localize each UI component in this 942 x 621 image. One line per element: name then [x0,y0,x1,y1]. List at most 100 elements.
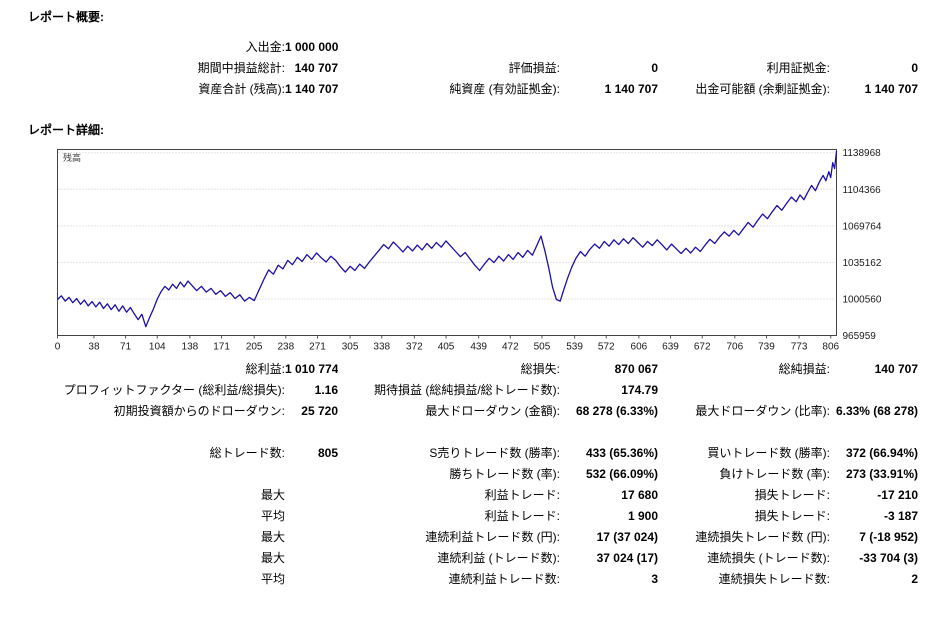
stat-label: 最大ドローダウン (比率): [695,404,830,418]
balance-chart-canvas: 965959 1000560 1035162 1069764 1104366 113896… [55,148,882,353]
x-tick-label: 606 [631,342,648,353]
summary-value: 140 707 [294,60,338,75]
summary-label: 評価損益: [508,61,560,75]
balance-chart: 残高 965959 1000560 1035162 1069764 1104366 113… [55,148,902,353]
summary-label: 入出金: [245,40,285,54]
x-tick-label: 739 [758,342,775,353]
summary-section-title: レポート概要: [28,10,104,24]
stat-value [285,568,338,589]
stat-label: 利益トレード: [484,488,560,502]
stat-label: 損失トレード: [754,509,830,523]
stat-label: 最大ドローダウン (金額): [425,404,560,418]
stat-value: 7 (-18 952) [859,529,918,544]
stat-value: 174.79 [621,382,658,397]
balance-line [57,150,838,328]
summary-value [560,36,658,57]
stat-value: 6.33% (68 278) [835,403,918,418]
stat-label: 最大 [260,551,285,565]
x-tick-label: 104 [149,342,166,353]
x-tick-label: 773 [791,342,808,353]
stat-value: 2 [911,571,918,586]
stat-label: 初期投資額からのドローダウン: [113,404,285,418]
stat-value [560,421,658,442]
stat-label: 最大 [260,488,285,502]
stat-label [658,421,830,442]
summary-label [338,36,560,57]
summary-value: 1 140 707 [285,81,338,96]
x-tick-label: 472 [502,342,519,353]
stats-row: 初期投資額からのドローダウン: 25 720 最大ドローダウン (金額): 68… [28,400,918,421]
stats-row: 平均 連続利益トレード数: 3 連続損失トレード数: 2 [28,568,918,589]
summary-label: 出金可能額 (余剰証拠金): [695,82,830,96]
stat-label: 連続損失トレード数: [718,572,830,586]
stat-value [285,463,338,484]
summary-label: 期間中損益総計: [197,61,285,75]
stats-row: 勝ちトレード数 (率): 532 (66.09%) 負けトレード数 (率): 2… [28,463,918,484]
stat-value [830,379,918,400]
stat-label: 総トレード数: [209,446,285,460]
x-tick-label: 38 [88,342,100,353]
y-tick-label: 1138968 [843,148,882,159]
x-tick-label: 639 [662,342,679,353]
stat-value: 37 024 (17) [596,550,658,565]
x-tick-label: 338 [373,342,390,353]
stat-label: S売りトレード数 (勝率): [429,446,560,460]
x-tick-label: 806 [822,342,839,353]
stat-value: 870 067 [614,361,658,376]
stat-value: 68 278 (6.33%) [575,403,658,418]
stat-label: 連続利益 (トレード数): [437,551,560,565]
x-tick-label: 539 [566,342,583,353]
stat-value: 140 707 [874,361,918,376]
summary-label: 利用証拠金: [766,61,830,75]
y-tick-label: 1035162 [843,258,882,269]
detail-section-title: レポート詳細: [28,123,104,137]
stat-label: 総利益: [245,362,285,376]
stat-label: 連続損失トレード数 (円): [695,530,830,544]
stats-row: 平均 利益トレード: 1 900 損失トレード: -3 187 [28,505,918,526]
stat-label: 利益トレード: [484,509,560,523]
stat-label: 連続利益トレード数 (円): [425,530,560,544]
summary-row: 入出金: 1 000 000 [28,36,918,57]
summary-value [830,36,918,57]
summary-label [658,36,830,57]
stat-value: -33 704 (3) [859,550,918,565]
stat-label [28,421,285,442]
stat-label: 期待損益 (総純損益/総トレード数): [374,383,560,397]
summary-label: 純資産 (有効証拠金): [449,82,560,96]
x-tick-label: 305 [342,342,359,353]
stat-label: 勝ちトレード数 (率): [449,467,560,481]
y-tick-label: 965959 [843,331,877,342]
x-tick-label: 171 [213,342,230,353]
stat-label: 連続利益トレード数: [448,572,560,586]
x-tick-label: 138 [182,342,199,353]
stat-label [28,463,285,484]
summary-value: 1 140 707 [864,81,918,96]
stat-value: 805 [317,445,338,460]
stat-label: 最大 [260,530,285,544]
balance-series-label: 残高 [63,153,82,163]
stat-value: 273 (33.91%) [845,466,918,481]
x-tick-label: 672 [694,342,711,353]
stats-row: 総利益: 1 010 774 総損失: 870 067 総純損益: 140 70… [28,358,918,379]
stat-label: 損失トレード: [754,488,830,502]
stats-row: 最大 連続利益トレード数 (円): 17 (37 024) 連続損失トレード数 … [28,526,918,547]
x-tick-label: 71 [120,342,132,353]
stat-value [285,484,338,505]
stat-value: -17 210 [877,487,918,502]
x-tick-label: 372 [406,342,423,353]
stat-label: 連続損失 (トレード数): [707,551,830,565]
stat-value [285,547,338,568]
x-tick-label: 271 [309,342,326,353]
stat-label: 負けトレード数 (率): [719,467,830,481]
stat-value: 1 010 774 [285,361,338,376]
stat-label: プロフィットファクター (総利益/総損失): [63,383,285,397]
stat-value: 3 [651,571,658,586]
x-tick-label: 572 [598,342,615,353]
x-tick-label: 405 [438,342,455,353]
stats-table: 総利益: 1 010 774 総損失: 870 067 総純損益: 140 70… [28,358,918,589]
stat-value: 372 (66.94%) [845,445,918,460]
x-tick-label: 238 [277,342,294,353]
summary-table: 入出金: 1 000 000 期間中損益総計: 140 707 評価損益: 0 … [28,36,918,99]
stats-row: プロフィットファクター (総利益/総損失): 1.16 期待損益 (総純損益/総… [28,379,918,400]
